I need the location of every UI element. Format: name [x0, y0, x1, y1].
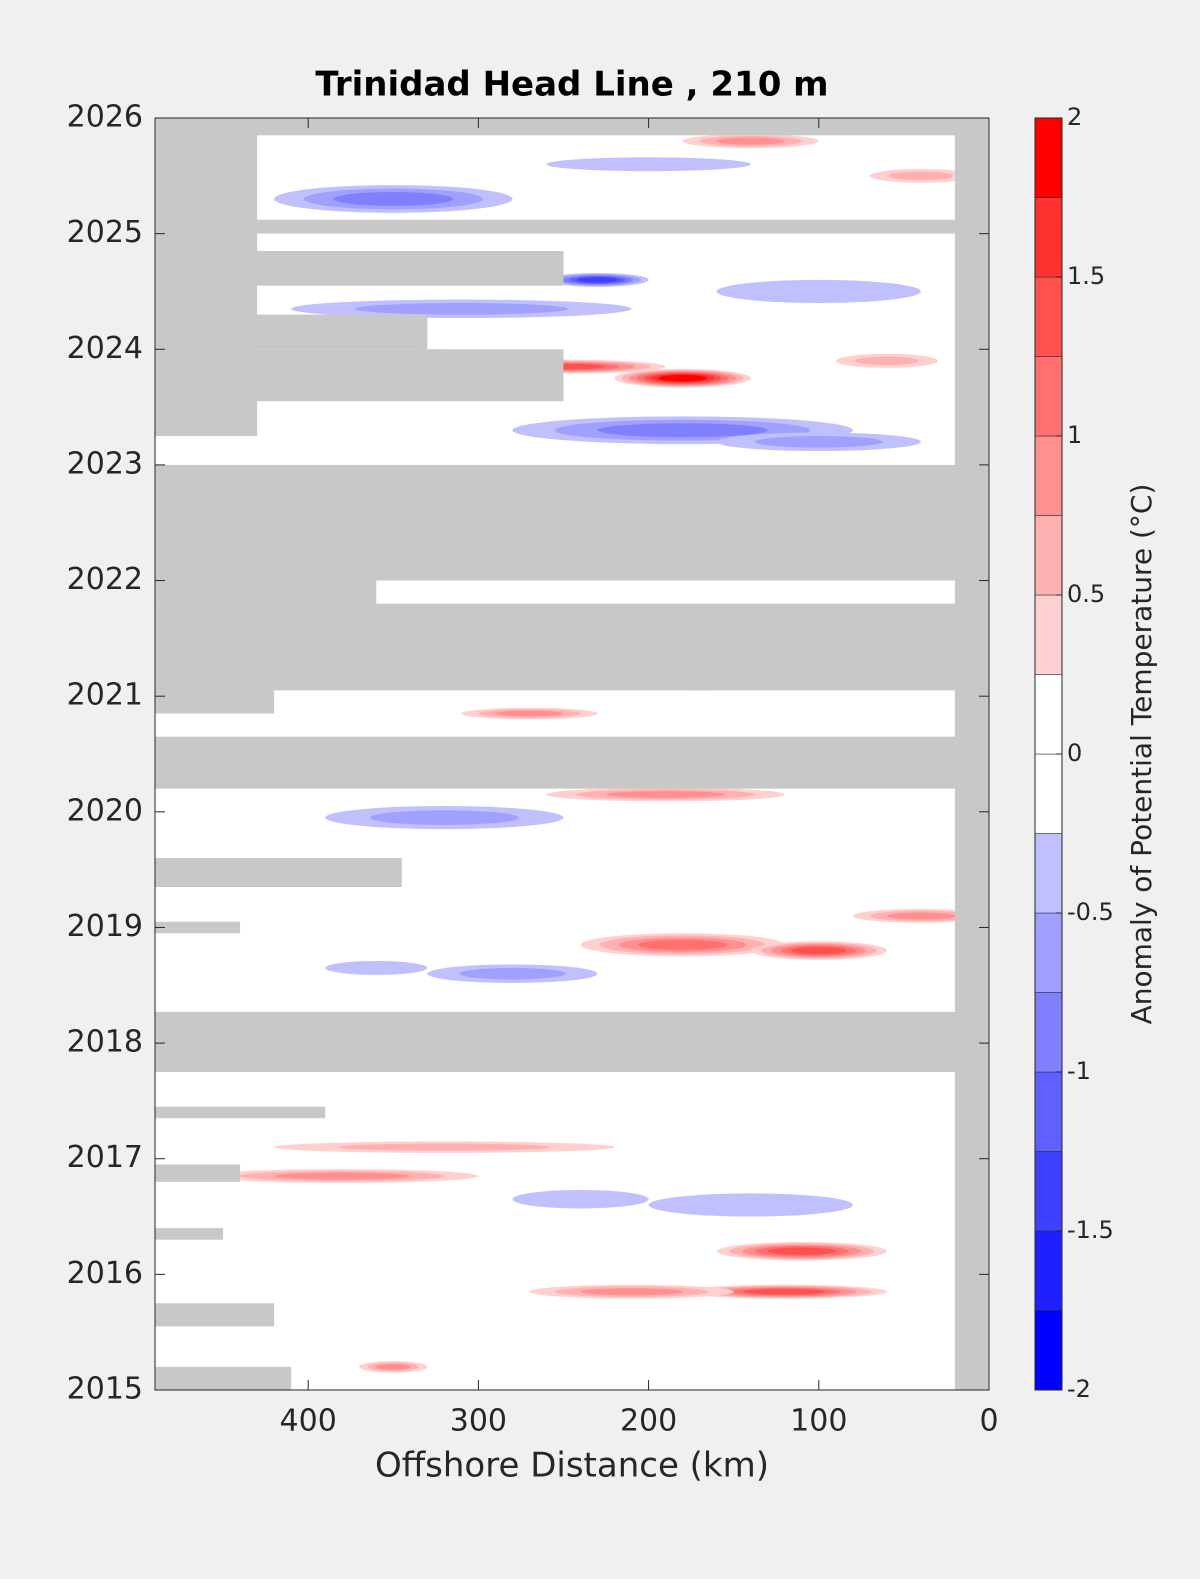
colorbar-tick-label: 0	[1067, 739, 1082, 767]
colorbar-swatch	[1034, 833, 1063, 914]
contour-patch	[577, 277, 618, 283]
chart-title: Trinidad Head Line , 210 m	[315, 65, 828, 105]
x-axis-label: Offshore Distance (km)	[375, 1446, 769, 1486]
colorbar-swatch	[1034, 356, 1063, 437]
y-tick-label: 2022	[67, 562, 143, 597]
contour-patch	[648, 1193, 853, 1217]
contour-patch	[376, 1363, 411, 1370]
contour-patch	[580, 1288, 683, 1296]
no-data-region	[155, 250, 564, 286]
no-data-region	[155, 1011, 989, 1072]
colorbar-label: Anomaly of Potential Temperature (°C)	[1125, 484, 1158, 1025]
no-data-region	[155, 464, 989, 581]
contour-patch	[889, 171, 953, 181]
colorbar-swatch	[1034, 515, 1063, 596]
colorbar-tick-label: -0.5	[1067, 898, 1114, 926]
contour-patch	[637, 939, 728, 950]
colorbar-swatch	[1034, 912, 1063, 993]
y-tick-label: 2018	[67, 1025, 143, 1060]
colorbar-tick-label: -1.5	[1067, 1216, 1114, 1244]
y-tick-label: 2025	[67, 215, 143, 250]
no-data-region	[954, 118, 989, 1390]
colorbar-swatch	[1034, 674, 1063, 755]
contour-patch	[743, 1288, 826, 1295]
contour-patch	[325, 960, 428, 975]
colorbar-tick-label: 0.5	[1067, 580, 1105, 608]
no-data-region	[155, 690, 275, 714]
x-tick-label: 100	[790, 1404, 847, 1439]
no-data-region	[155, 314, 428, 350]
x-tick-label: 400	[280, 1404, 337, 1439]
colorbar-tick-label: 1.5	[1067, 262, 1105, 290]
contour-patch	[791, 946, 847, 955]
no-data-region	[155, 219, 955, 234]
contour-patch	[854, 356, 919, 366]
no-data-region	[155, 921, 241, 934]
contour-patch	[333, 192, 453, 206]
no-data-region	[155, 736, 955, 789]
y-tick-label: 2019	[67, 909, 143, 944]
contour-patch	[274, 1172, 411, 1180]
y-tick-label: 2021	[67, 678, 143, 713]
no-data-region	[155, 1164, 241, 1182]
y-tick-label: 2020	[67, 793, 143, 828]
colorbar-swatch	[1034, 1071, 1063, 1152]
no-data-region	[155, 1303, 275, 1327]
colorbar-swatch	[1034, 1230, 1063, 1311]
contour-patch	[767, 1247, 836, 1255]
colorbar-tick-label: 1	[1067, 421, 1082, 449]
colorbar-swatch	[1034, 1310, 1063, 1391]
x-tick-label: 200	[620, 1404, 677, 1439]
contour-patch	[658, 374, 707, 382]
axes: 2015 2016 2017 2018 2019 2020 2021 2022 2023 2024…	[67, 100, 1114, 1439]
colorbar-swatch	[1034, 276, 1063, 357]
no-data-region	[155, 580, 377, 604]
contour-patch	[597, 423, 768, 438]
contour-patch	[886, 912, 955, 920]
colorbar-swatch	[1034, 992, 1063, 1073]
no-data-region	[155, 118, 989, 136]
colorbar-tick-label: 2	[1067, 103, 1082, 131]
contour-field	[155, 118, 989, 1390]
colorbar-swatch	[1034, 197, 1063, 278]
contour-patch	[495, 710, 564, 717]
colorbar-swatch	[1034, 753, 1063, 834]
colorbar-swatch	[1034, 1151, 1063, 1232]
contour-patch	[546, 157, 751, 172]
y-tick-label: 2017	[67, 1140, 143, 1175]
colorbar-tick-label: -1	[1067, 1057, 1091, 1085]
x-tick-label: 0	[979, 1404, 998, 1439]
y-tick-label: 2016	[67, 1256, 143, 1291]
no-data-region	[155, 1228, 224, 1240]
y-tick-label: 2026	[67, 100, 143, 135]
contour-patch	[369, 810, 519, 825]
colorbar-swatch	[1034, 435, 1063, 516]
colorbar-swatch	[1034, 594, 1063, 675]
colorbar-tick-label: -2	[1067, 1375, 1091, 1403]
contour-patch	[716, 279, 921, 304]
contour-patch	[716, 137, 785, 145]
y-tick-label: 2024	[67, 331, 143, 366]
colorbar-swatch	[1034, 117, 1063, 198]
no-data-region	[155, 1106, 326, 1119]
axes-box	[154, 117, 990, 1391]
no-data-region	[155, 603, 989, 691]
x-tick-label: 300	[450, 1404, 507, 1439]
contour-patch	[606, 791, 726, 798]
contour-patch	[754, 436, 883, 448]
contour-patch	[337, 1143, 551, 1151]
y-tick-label: 2015	[67, 1372, 143, 1407]
contour-patch	[512, 1189, 649, 1209]
y-tick-label: 2023	[67, 446, 143, 481]
contour-patch	[459, 967, 566, 980]
contour-patch	[354, 303, 568, 315]
no-data-region	[155, 349, 564, 402]
no-data-region	[155, 1366, 292, 1390]
no-data-region	[155, 858, 402, 887]
